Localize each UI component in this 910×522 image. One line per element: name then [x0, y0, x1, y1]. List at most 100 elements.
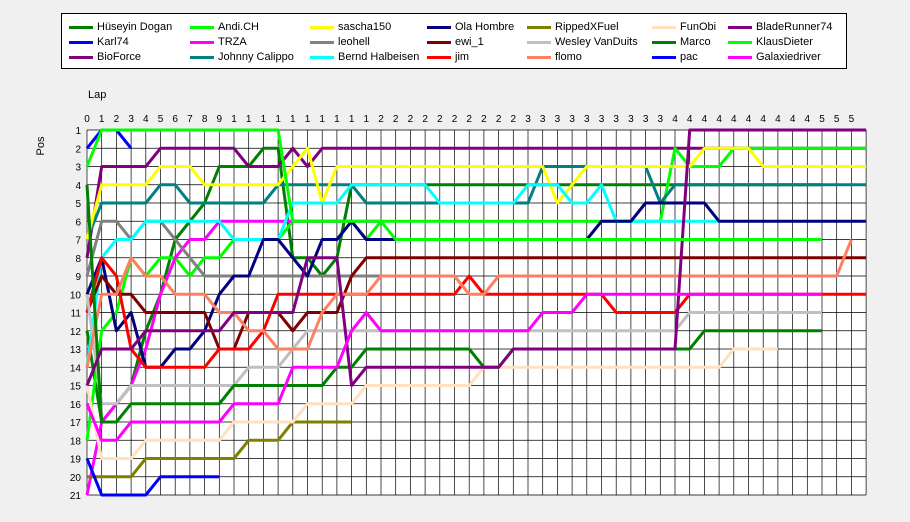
y-tick-label: 4 — [75, 181, 81, 192]
x-tick-label: 2 — [422, 114, 428, 125]
y-axis-label: Pos — [35, 136, 47, 155]
x-tick-label: 5 — [834, 114, 840, 125]
x-tick-label: 1 — [290, 114, 296, 125]
legend-label: BladeRunner74 — [756, 21, 833, 33]
legend-label: TRZA — [218, 36, 247, 48]
x-tick-label: 2 — [393, 114, 399, 125]
legend-swatch — [652, 56, 676, 59]
legend-swatch — [427, 26, 451, 29]
x-tick-label: 4 — [143, 114, 149, 125]
legend-swatch — [310, 56, 334, 59]
x-tick-label: 4 — [731, 114, 737, 125]
legend-swatch — [527, 26, 551, 29]
y-tick-label: 13 — [70, 345, 82, 356]
x-tick-label: 4 — [760, 114, 766, 125]
legend-label: Wesley VanDuits — [555, 36, 638, 48]
y-tick-label: 21 — [70, 491, 82, 502]
x-tick-label: 0 — [84, 114, 90, 125]
legend-label: KlausDieter — [756, 36, 813, 48]
series-line — [85, 457, 220, 497]
legend-label: Ola Hombre — [455, 21, 515, 33]
legend-label: BioForce — [97, 51, 142, 63]
legend-swatch — [69, 56, 93, 59]
x-tick-label: 3 — [555, 114, 561, 125]
x-tick-label: 5 — [158, 114, 164, 125]
x-tick-label: 6 — [172, 114, 178, 125]
legend-label: Marco — [680, 36, 711, 48]
x-tick-label: 2 — [481, 114, 487, 125]
x-tick-label: 7 — [187, 114, 193, 125]
x-tick-label: 3 — [540, 114, 546, 125]
series-lines — [85, 128, 867, 497]
x-tick-label: 2 — [466, 114, 472, 125]
y-tick-label: 17 — [70, 418, 82, 429]
legend-swatch — [69, 41, 93, 44]
series-line — [85, 146, 867, 240]
series-line — [85, 292, 822, 442]
legend-label: flomo — [555, 51, 582, 63]
y-tick-label: 20 — [70, 473, 82, 484]
x-tick-label: 5 — [819, 114, 825, 125]
legend-swatch — [427, 56, 451, 59]
legend-swatch — [190, 26, 214, 29]
x-tick-label: 2 — [511, 114, 517, 125]
legend-swatch — [190, 56, 214, 59]
legend-label: Hüseyin Dogan — [97, 21, 173, 33]
x-tick-label: 3 — [658, 114, 664, 125]
series-line — [85, 238, 853, 368]
x-tick-label: 4 — [672, 114, 678, 125]
series-line — [85, 183, 720, 368]
x-tick-label: 1 — [275, 114, 281, 125]
x-tick-label: 3 — [525, 114, 531, 125]
legend-label: FunObi — [680, 21, 717, 33]
y-tick-label: 9 — [75, 272, 81, 283]
x-tick-label: 2 — [408, 114, 414, 125]
x-tick-label: 1 — [231, 114, 237, 125]
series-line — [85, 128, 822, 241]
x-tick-label: 3 — [613, 114, 619, 125]
x-tick-label: 5 — [849, 114, 855, 125]
series-line — [85, 256, 867, 351]
x-tick-label: 1 — [99, 114, 105, 125]
y-tick-label: 2 — [75, 144, 81, 155]
x-tick-label: 3 — [628, 114, 634, 125]
x-tick-label: 1 — [261, 114, 267, 125]
y-tick-label: 18 — [70, 436, 82, 447]
x-tick-label: 3 — [569, 114, 575, 125]
x-tick-label: 2 — [452, 114, 458, 125]
x-tick-label: 1 — [305, 114, 311, 125]
x-tick-label: 1 — [364, 114, 370, 125]
series-line — [85, 184, 822, 424]
y-tick-label: 6 — [75, 217, 81, 228]
y-tick-label: 10 — [70, 290, 82, 301]
legend-label: Johnny Calippo — [218, 51, 294, 63]
x-tick-label: 4 — [687, 114, 693, 125]
y-tick-label: 8 — [75, 254, 81, 265]
legend-label: RippedXFuel — [555, 21, 619, 33]
x-tick-label: 3 — [599, 114, 605, 125]
legend-label: sascha150 — [338, 21, 392, 33]
legend-label: pac — [680, 51, 698, 63]
legend-label: Bernd Halbeisen — [338, 51, 420, 63]
x-tick-label: 2 — [496, 114, 502, 125]
legend-swatch — [652, 26, 676, 29]
legend-swatch — [190, 41, 214, 44]
y-tick-label: 5 — [75, 199, 81, 210]
y-tick-label: 15 — [70, 382, 82, 393]
legend-swatch — [728, 41, 752, 44]
legend-swatch — [310, 26, 334, 29]
x-tick-label: 4 — [746, 114, 752, 125]
x-tick-label: 3 — [584, 114, 590, 125]
x-tick-label: 9 — [217, 114, 223, 125]
legend-swatch — [527, 41, 551, 44]
legend-label: leohell — [338, 36, 370, 48]
y-tick-label: 12 — [70, 327, 82, 338]
x-tick-label: 1 — [334, 114, 340, 125]
y-tick-label: 1 — [75, 126, 81, 137]
x-tick-label: 3 — [128, 114, 134, 125]
legend-swatch — [69, 26, 93, 29]
x-tick-label: 4 — [702, 114, 708, 125]
x-tick-label: 2 — [437, 114, 443, 125]
